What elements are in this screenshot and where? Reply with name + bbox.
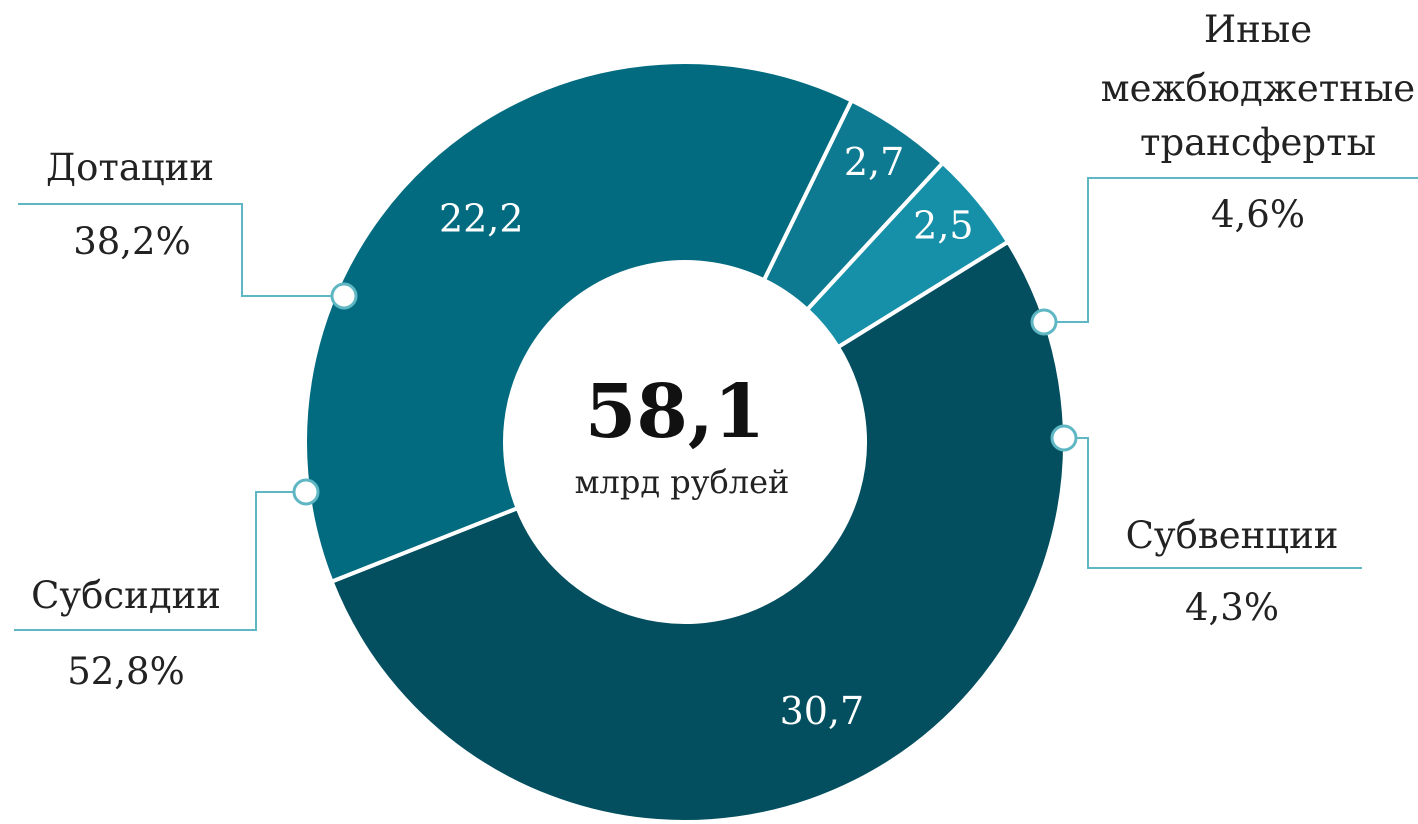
percent-label-other-transfers: 4,6% — [1211, 193, 1305, 236]
value-label-subsidies: 30,7 — [780, 689, 865, 733]
donut-hole — [505, 262, 865, 622]
donut-slices — [303, 60, 1067, 824]
category-label-other-transfers-line2: межбюджетные — [1101, 67, 1415, 110]
label-group-subventions: Субвенции 4,3% — [1050, 424, 1362, 629]
percent-label-subventions: 4,3% — [1185, 586, 1279, 629]
slice-value-labels: 2,72,5 30,7 22,2 — [439, 140, 974, 733]
value-label-other-transfers: 2,7 — [844, 140, 904, 184]
category-label-dotations: Дотации — [46, 146, 214, 189]
leader-line-dotations — [18, 203, 332, 297]
category-label-subventions: Субвенции — [1126, 514, 1339, 557]
category-label-other-transfers-line3: трансферты — [1140, 121, 1376, 164]
marker-subsidies — [292, 478, 320, 506]
leader-line-subventions — [1076, 437, 1362, 569]
marker-subventions — [1050, 424, 1078, 452]
category-label-subsidies: Субсидии — [31, 574, 221, 617]
label-group-other-transfers: Иные межбюджетные трансферты 4,6% — [1030, 8, 1418, 336]
slice-dotations — [303, 60, 854, 584]
percent-label-subsidies: 52,8% — [67, 650, 185, 693]
marker-other-transfers — [1030, 308, 1058, 336]
center-unit: млрд рублей — [575, 463, 790, 501]
label-group-subsidies: Субсидии 52,8% — [14, 478, 320, 693]
leader-line-other-transfers — [1046, 177, 1418, 323]
category-label-other-transfers-line1: Иные — [1204, 8, 1312, 51]
label-group-dotations: Дотации 38,2% — [18, 146, 358, 310]
center-total: 58,1 — [585, 369, 765, 455]
marker-dotations — [330, 282, 358, 310]
value-label-dotations: 22,2 — [439, 196, 524, 240]
leader-line-subsidies — [14, 491, 294, 631]
percent-label-dotations: 38,2% — [73, 220, 191, 263]
value-label-subventions: 2,5 — [913, 203, 973, 247]
